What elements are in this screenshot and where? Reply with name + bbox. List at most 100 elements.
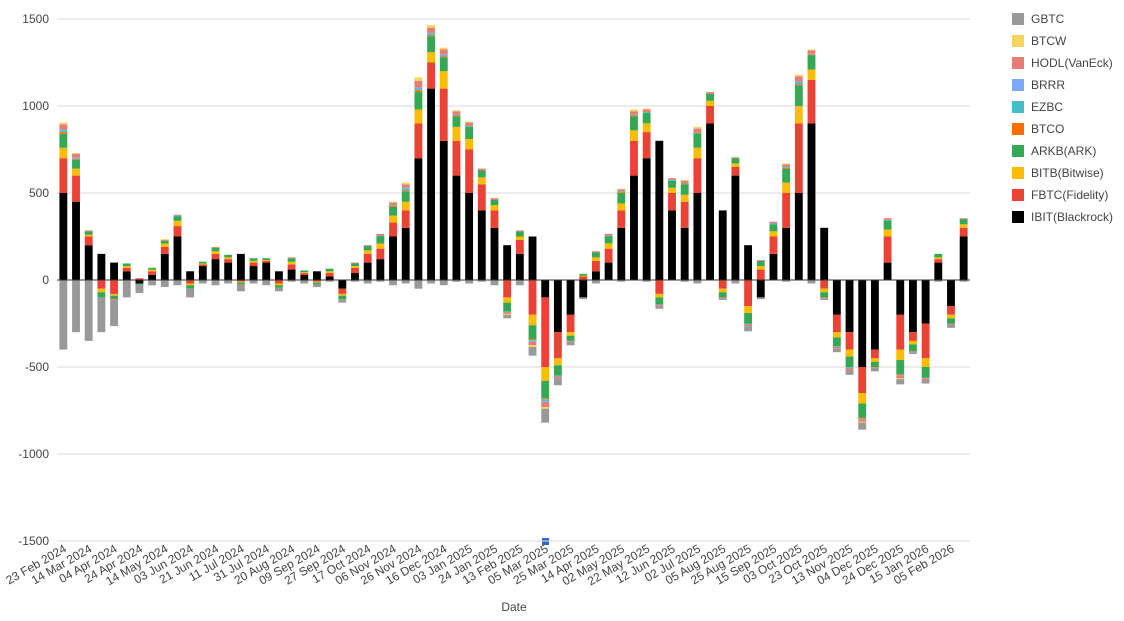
bar-segment <box>693 147 702 159</box>
bar-segment <box>896 378 905 380</box>
bar-segment <box>249 280 258 284</box>
bar-segment <box>198 266 207 280</box>
bar-segment <box>655 293 664 298</box>
bar-segment <box>794 76 803 82</box>
bar-segment <box>528 340 537 342</box>
bar-segment <box>427 35 436 37</box>
bar-segment <box>769 224 778 232</box>
bar-segment <box>452 126 461 141</box>
bar-segment <box>921 280 930 324</box>
bar-segment <box>744 326 753 332</box>
bar-segment <box>769 223 778 225</box>
bar-segment <box>947 323 955 325</box>
bar-segment <box>110 295 118 300</box>
bar-segment <box>439 280 448 286</box>
bar-segment <box>477 210 486 280</box>
bar-segment <box>655 304 664 306</box>
y-tick-label: 0 <box>42 273 49 287</box>
bar-segment <box>72 159 80 160</box>
bar-segment <box>465 121 474 123</box>
bar-segment <box>376 259 385 280</box>
bar-segment <box>389 206 397 216</box>
bar-segment <box>414 77 423 81</box>
bar-segment <box>959 218 968 220</box>
bar-segment <box>680 184 689 195</box>
bar-segment <box>744 324 753 327</box>
bar-segment <box>401 191 410 202</box>
legend-swatch <box>1012 145 1024 157</box>
bar-segment <box>794 85 803 106</box>
bar-segment <box>528 339 537 341</box>
bar-segment <box>389 206 397 207</box>
legend-label: BRRR <box>1031 78 1065 92</box>
bar-segment <box>97 253 106 280</box>
bar-segment <box>503 314 512 319</box>
bar-segment <box>186 285 195 289</box>
bar-segment <box>921 377 930 379</box>
bar-segment <box>718 280 727 289</box>
bar-segment <box>490 227 499 280</box>
bar-segment <box>655 140 664 280</box>
bar-segment <box>160 240 169 244</box>
bar-segment <box>287 269 296 280</box>
bar-segment <box>845 367 854 368</box>
bar-segment <box>604 235 613 237</box>
bar-segment <box>528 340 537 341</box>
bar-segment <box>794 123 803 193</box>
bar-segment <box>782 168 791 183</box>
bar-segment <box>706 100 714 106</box>
bar-segment <box>909 352 917 354</box>
bar-segment <box>668 178 676 180</box>
bar-segment <box>300 273 309 275</box>
bar-segment <box>820 288 829 293</box>
bar-segment <box>820 292 829 298</box>
bar-segment <box>414 87 423 89</box>
bar-segment <box>515 230 524 232</box>
legend-label: FBTC(Fidelity) <box>1031 188 1108 202</box>
legend-swatch <box>1012 189 1024 201</box>
bar-segment <box>718 210 727 280</box>
bar-segment <box>110 262 118 280</box>
bar-segment <box>477 170 486 178</box>
bar-segment <box>465 126 474 127</box>
bar-segment <box>820 298 829 301</box>
bar-segment <box>389 222 397 237</box>
bar-segment <box>465 280 474 284</box>
legend-label: ARKB(ARK) <box>1031 144 1096 158</box>
bar-segment <box>642 112 651 113</box>
bar-segment <box>693 280 702 284</box>
bar-segment <box>921 380 930 384</box>
bar-segment <box>224 257 233 260</box>
bar-segment <box>313 271 321 280</box>
bar-segment <box>452 114 461 116</box>
bar-segment <box>617 188 626 190</box>
bar-segment <box>553 376 562 379</box>
bar-segment <box>947 306 955 315</box>
bar-segment <box>731 166 740 176</box>
bar-segment <box>870 367 879 372</box>
bar-segment <box>706 93 714 101</box>
bar-segment <box>84 234 93 237</box>
bar-segment <box>617 280 626 282</box>
bar-segment <box>718 297 727 299</box>
bar-segment <box>617 203 626 211</box>
bar-segment <box>465 149 474 193</box>
bar-segment <box>769 236 778 254</box>
bar-segment <box>351 280 359 282</box>
bar-segment <box>642 158 651 280</box>
bar-segment <box>845 367 854 370</box>
bar-segment <box>59 124 68 130</box>
bar-segment <box>680 194 689 202</box>
bar-segment <box>351 266 359 268</box>
bar-segment <box>630 109 638 112</box>
bar-segment <box>401 210 410 228</box>
bar-segment <box>97 288 106 293</box>
bar-segment <box>401 227 410 280</box>
bar-segment <box>427 280 436 284</box>
bar-segment <box>414 80 423 88</box>
bar-segment <box>262 258 271 260</box>
bar-segment <box>858 367 867 394</box>
bar-segment <box>122 280 131 298</box>
bar-segment <box>427 32 436 34</box>
bar-segment <box>439 49 448 55</box>
